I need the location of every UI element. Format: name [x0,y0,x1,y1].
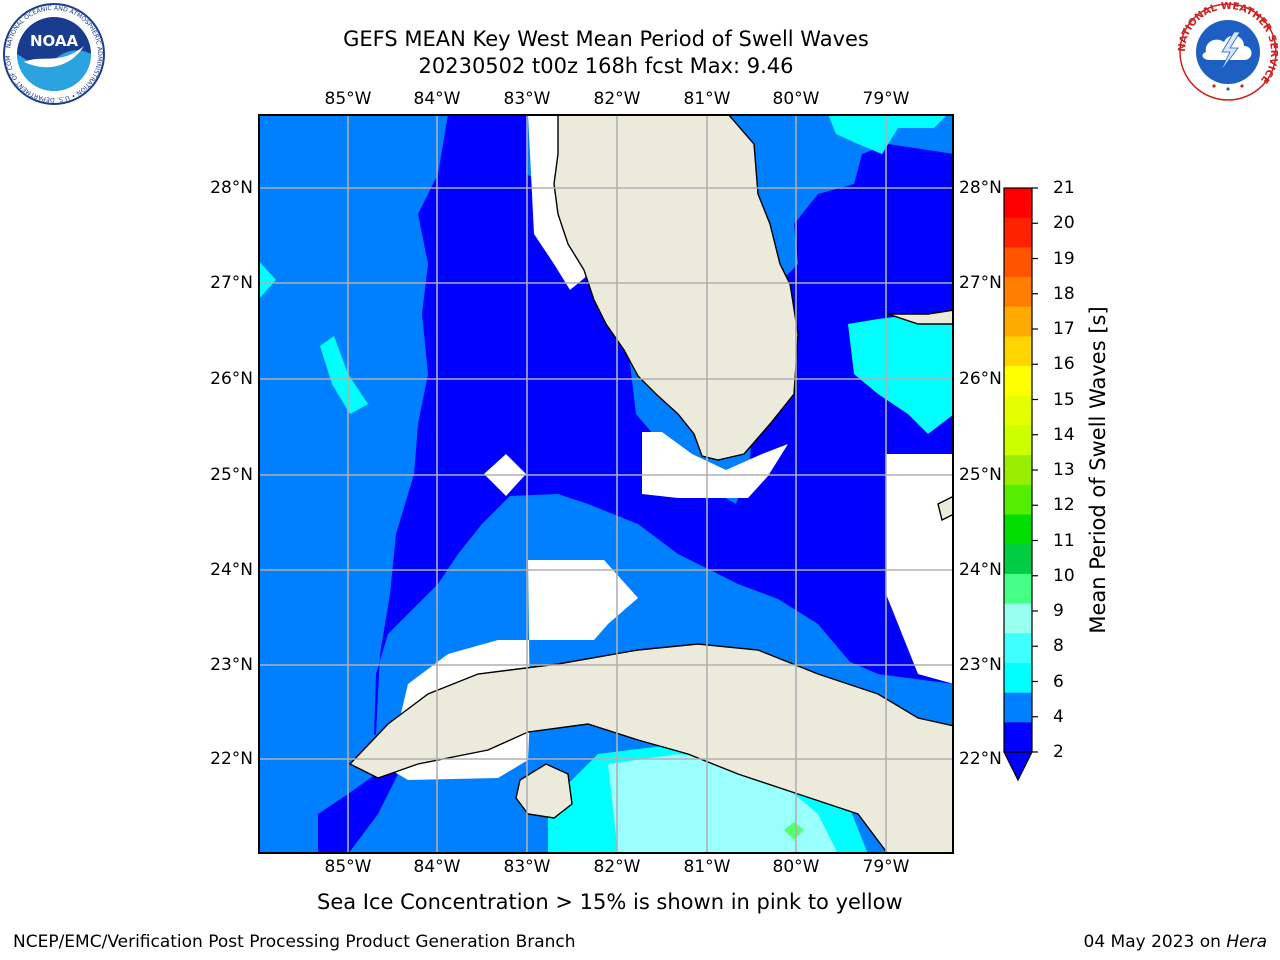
colorbar-swatch [1004,277,1032,308]
colorbar-tick-label: 6 [1053,671,1064,692]
land-cuba [348,643,954,854]
colorbar-tick-label: 17 [1053,319,1075,339]
colorbar-tick-label: 2 [1053,742,1064,762]
colorbar-swatch [1004,336,1032,367]
footer-producer: NCEP/EMC/Verification Post Processing Pr… [13,932,576,952]
lat-label-left-25: 25°N [210,465,253,485]
lat-label-left-27: 27°N [210,273,253,293]
colorbar-swatch [1004,692,1032,723]
colorbar-tick-label: 15 [1053,389,1075,410]
colorbar-swatch [1004,395,1032,426]
colorbar-tick-label: 8 [1053,636,1064,657]
land-bahamas [887,309,954,325]
colorbar-swatch [1004,188,1032,219]
contour-4-6-north [828,114,948,154]
swell-period-map [258,114,954,854]
lat-label-right-25: 25°N [959,465,1002,485]
nodata-keys [642,432,788,498]
colorbar-swatch [1004,633,1032,664]
colorbar-tick-label: 10 [1053,565,1075,586]
colorbar-swatch [1004,722,1032,753]
colorbar-tick-label: 13 [1053,460,1075,480]
sea-ice-caption: Sea Ice Concentration > 15% is shown in … [317,890,903,914]
colorbar-swatch [1004,425,1032,456]
lat-label-right-26: 26°N [959,369,1002,389]
footer-machine: Hera [1226,932,1267,952]
lon-label-top-80: 80°W [772,89,820,109]
contour-9-10 [784,822,804,840]
colorbar-frame [1003,187,1033,753]
colorbar-swatch [1004,366,1032,397]
lat-label-right-23: 23°N [959,655,1002,675]
lon-label-top-82: 82°W [593,89,641,109]
lon-label-top-84: 84°W [413,89,461,109]
colorbar-swatch [1004,573,1032,605]
colorbar-tick-label: 20 [1053,213,1075,234]
colorbar-extend-arrow [1003,751,1033,782]
lat-label-right-24: 24°N [959,560,1002,580]
map-subtitle: 20230502 t00z 168h fcst Max: 9.46 [418,54,794,78]
colorbar-tick-label: 16 [1053,354,1075,375]
lon-label-top-81: 81°W [683,89,731,109]
colorbar-tick-label: 12 [1053,495,1075,516]
lon-label-bottom-85: 85°W [324,857,372,877]
contour-8-9 [608,754,838,854]
colorbar-tick-label: 9 [1053,601,1064,621]
contour-4-6-west [258,260,276,300]
lon-label-bottom-81: 81°W [683,857,731,877]
contour-4-6-east [848,314,954,434]
colorbar-tick-label: 21 [1053,178,1075,198]
map-frame [258,114,954,854]
colorbar-swatch [1004,247,1032,278]
noaa-logo: NATIONAL OCEANIC AND ATMOSPHERIC ADMINIS… [2,2,105,105]
lon-label-top-79: 79°W [862,89,910,109]
colorbar-swatches [1004,188,1032,753]
colorbar-swatch [1004,603,1032,634]
colorbar-swatch [1004,217,1032,248]
colorbar-swatch [1004,484,1032,516]
land-florida [553,114,799,461]
map-title: GEFS MEAN Key West Mean Period of Swell … [343,27,869,51]
colorbar-ticks [1032,187,1038,753]
colorbar-tick-label: 19 [1053,248,1075,269]
nws-logo: NATIONAL WEATHER SERVICE [1178,2,1278,101]
lon-label-bottom-82: 82°W [593,857,641,877]
lon-label-top-83: 83°W [503,89,551,109]
lat-label-left-26: 26°N [210,369,253,389]
footer-date: 04 May 2023 on Hera [1084,932,1268,952]
land-andros [937,495,954,522]
lon-label-bottom-83: 83°W [503,857,551,877]
land-isla-juventud [515,763,573,819]
colorbar-swatch [1004,455,1032,486]
noaa-logo-text: NOAA [30,32,79,50]
lon-label-bottom-84: 84°W [413,857,461,877]
colorbar-title: Mean Period of Swell Waves [s] [1086,306,1110,634]
colorbar-tick-label: 4 [1053,706,1064,727]
contour-4-6-sw [320,336,368,414]
lat-label-left-23: 23°N [210,655,253,675]
colorbar-tick-label: 18 [1053,283,1075,304]
colorbar-tick-label: 11 [1053,530,1075,551]
colorbar-swatch [1004,306,1032,337]
colorbar-swatch [1004,544,1032,575]
lat-label-right-27: 27°N [959,273,1002,293]
colorbar-swatch [1004,514,1032,545]
lat-label-left-24: 24°N [210,560,253,580]
colorbar-swatch [1004,662,1032,694]
contour-lt2 [318,114,954,854]
nodata-east [886,454,954,684]
lat-label-left-28: 28°N [210,178,253,198]
lat-label-right-22: 22°N [959,749,1002,769]
lat-label-left-22: 22°N [210,749,253,769]
colorbar [1003,187,1038,782]
colorbar-tick-label: 14 [1053,424,1075,445]
lon-label-bottom-79: 79°W [862,857,910,877]
footer-date-text: 04 May 2023 on [1083,932,1227,952]
lat-label-right-28: 28°N [959,178,1002,198]
lon-label-bottom-80: 80°W [772,857,820,877]
lon-label-top-85: 85°W [324,89,372,109]
map-gridlines [258,114,954,854]
